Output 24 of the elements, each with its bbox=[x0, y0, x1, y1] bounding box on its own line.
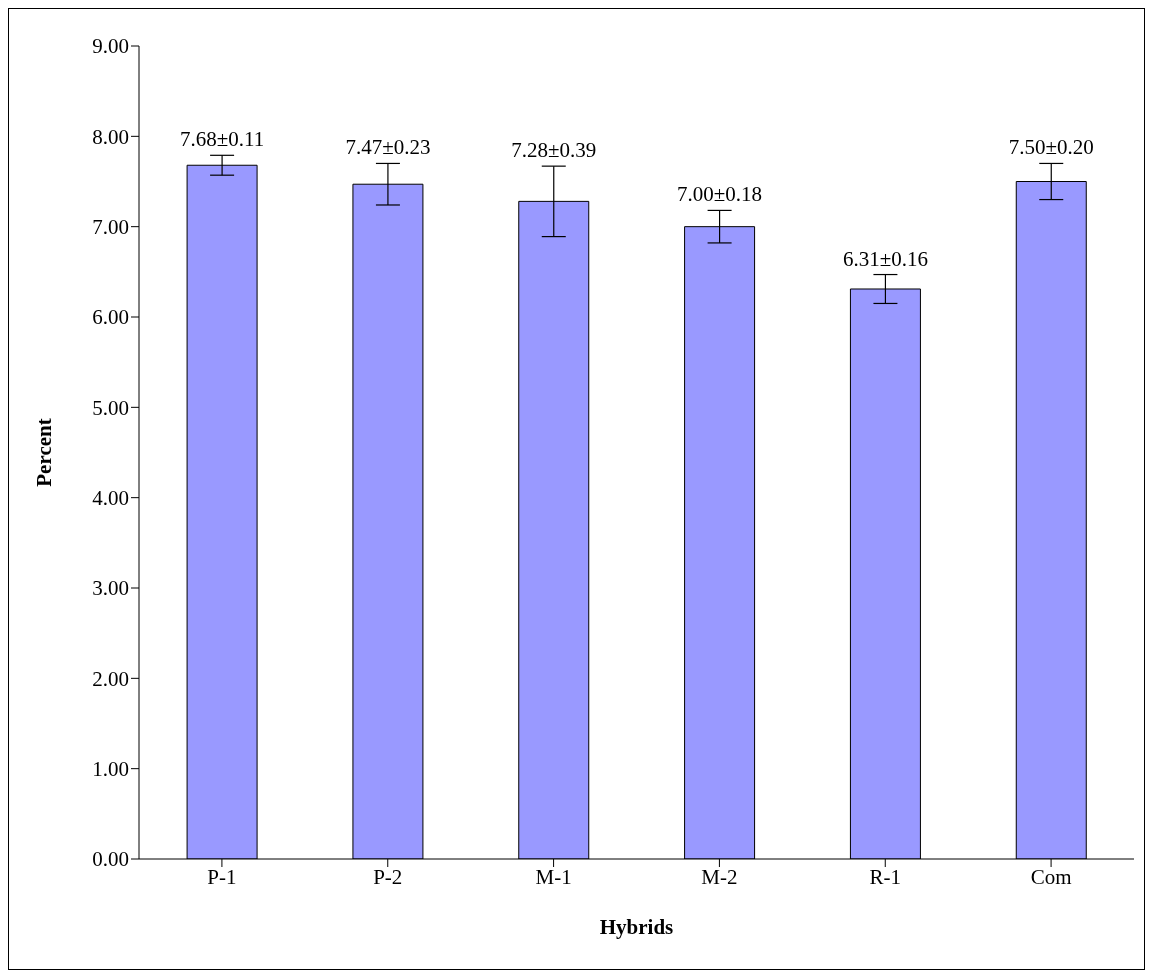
y-tick-label: 0.00 bbox=[92, 847, 129, 872]
y-tick-label: 2.00 bbox=[92, 666, 129, 691]
y-tick-label: 3.00 bbox=[92, 576, 129, 601]
y-tick-label: 7.00 bbox=[92, 215, 129, 240]
x-tick-label: P-2 bbox=[373, 864, 403, 889]
data-label: 7.47±0.23 bbox=[345, 135, 431, 160]
x-tick-label: M-1 bbox=[535, 864, 572, 889]
y-axis-title: Percent bbox=[32, 418, 57, 487]
y-tick-label: 5.00 bbox=[92, 395, 129, 420]
x-tick-label: R-1 bbox=[869, 864, 901, 889]
data-label: 7.28±0.39 bbox=[511, 138, 597, 163]
y-tick-label: 1.00 bbox=[92, 757, 129, 782]
y-tick-label: 8.00 bbox=[92, 124, 129, 149]
data-label: 7.00±0.18 bbox=[677, 182, 763, 207]
y-tick-label: 6.00 bbox=[92, 305, 129, 330]
data-label: 7.68±0.11 bbox=[179, 127, 265, 152]
x-tick-label: M-2 bbox=[701, 864, 738, 889]
y-tick-label: 4.00 bbox=[92, 486, 129, 511]
data-label: 7.50±0.20 bbox=[1008, 135, 1094, 160]
y-tick-label: 9.00 bbox=[92, 34, 129, 59]
x-tick-label: Com bbox=[1030, 864, 1072, 889]
data-label: 6.31±0.16 bbox=[842, 246, 928, 271]
x-axis-title: Hybrids bbox=[599, 915, 674, 939]
x-tick-label: P-1 bbox=[207, 864, 237, 889]
